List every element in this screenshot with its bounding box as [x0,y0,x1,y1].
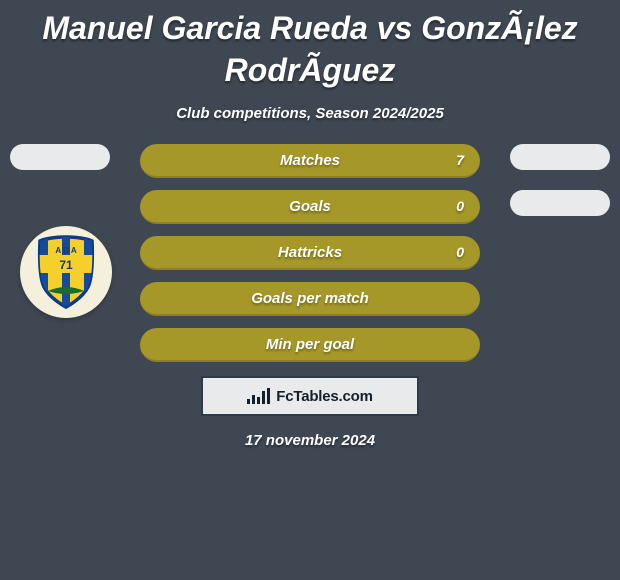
player2-matches-pill [510,144,610,170]
stat-label: Min per goal [266,336,354,353]
stat-label: Matches [280,152,340,169]
stat-label: Goals [289,198,331,215]
stat-row-goals: Goals 0 [0,190,620,224]
stat-row-min-per-goal: Min per goal [0,328,620,362]
season-subtitle: Club competitions, Season 2024/2025 [0,105,620,122]
svg-text:A D A: A D A [55,246,76,255]
fctables-badge[interactable]: FcTables.com [201,376,419,416]
stat-label: Hattricks [278,244,342,261]
stat-value: 0 [456,244,464,260]
stat-row-matches: Matches 7 [0,144,620,178]
center-pill-gpm: Goals per match [140,282,480,316]
stat-value: 7 [456,152,464,168]
center-pill-matches: Matches 7 [140,144,480,178]
stat-label: Goals per match [251,290,369,307]
comparison-title: Manuel Garcia Rueda vs GonzÃ¡lez RodrÃ­g… [0,0,620,95]
bars-icon [247,388,270,404]
club-logo: A D A 71 [20,226,112,318]
center-pill-goals: Goals 0 [140,190,480,224]
svg-text:71: 71 [59,258,73,272]
center-pill-hattricks: Hattricks 0 [140,236,480,270]
player2-goals-pill [510,190,610,216]
center-pill-mpg: Min per goal [140,328,480,362]
fctables-label: FcTables.com [276,388,373,405]
snapshot-date: 17 november 2024 [0,432,620,449]
player1-matches-pill [10,144,110,170]
stat-value: 0 [456,198,464,214]
shield-icon: A D A 71 [34,235,98,309]
